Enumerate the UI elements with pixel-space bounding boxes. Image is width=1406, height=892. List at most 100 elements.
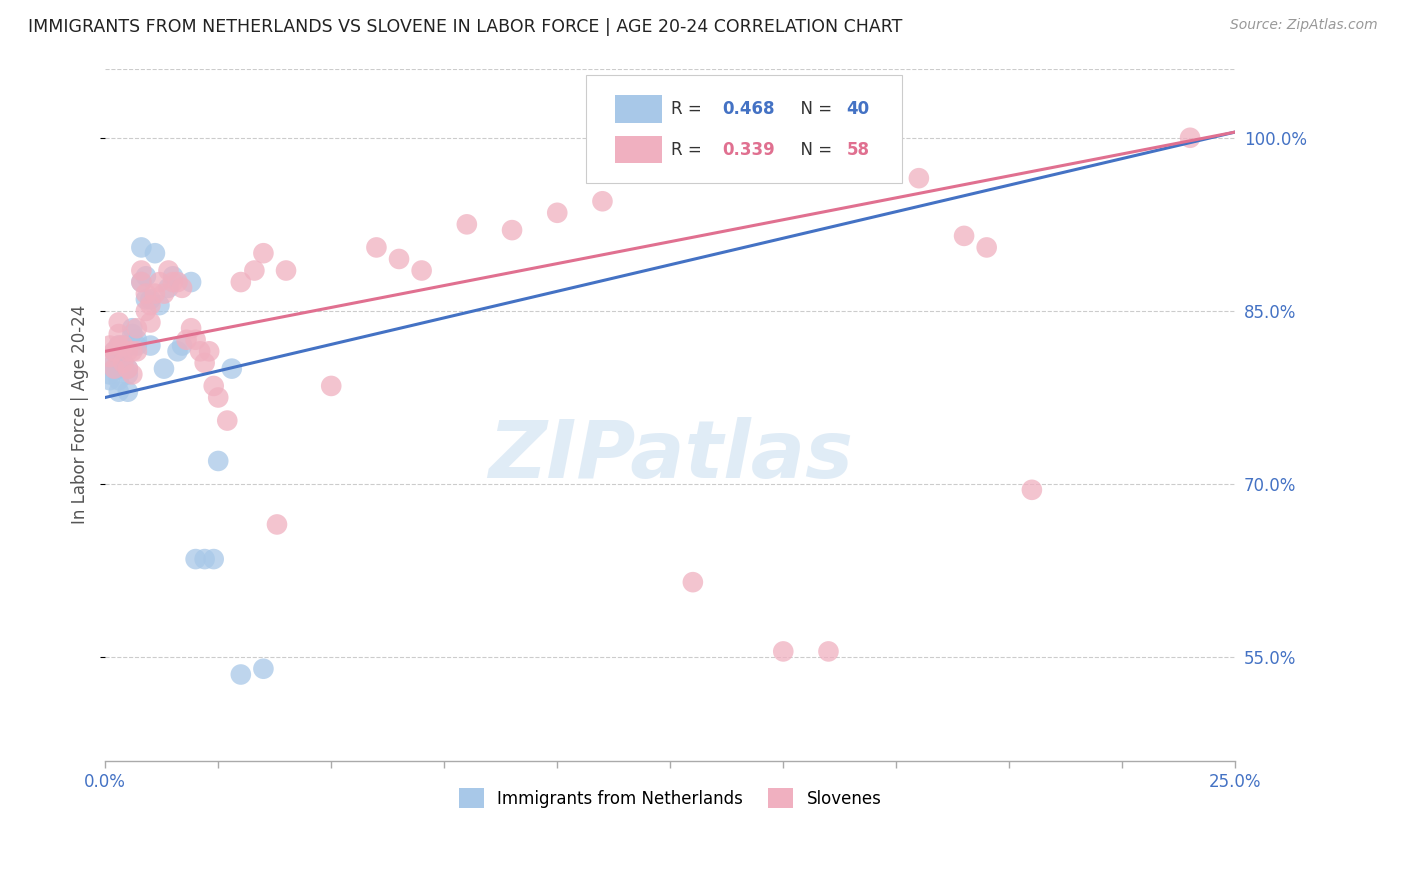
Point bbox=[121, 344, 143, 359]
Point bbox=[166, 275, 188, 289]
Text: Source: ZipAtlas.com: Source: ZipAtlas.com bbox=[1230, 18, 1378, 32]
Point bbox=[121, 368, 143, 382]
Point bbox=[98, 350, 121, 364]
Point bbox=[117, 361, 139, 376]
Point bbox=[682, 575, 704, 590]
Text: R =: R = bbox=[672, 100, 707, 118]
Point bbox=[139, 298, 162, 312]
Point bbox=[135, 269, 157, 284]
Point bbox=[107, 361, 129, 376]
Point bbox=[131, 275, 153, 289]
Point bbox=[121, 321, 143, 335]
Point bbox=[252, 246, 274, 260]
Point bbox=[953, 228, 976, 243]
Point bbox=[112, 356, 135, 370]
Point bbox=[117, 361, 139, 376]
Point bbox=[131, 240, 153, 254]
Point bbox=[162, 269, 184, 284]
Point bbox=[1021, 483, 1043, 497]
Point bbox=[170, 281, 193, 295]
Point bbox=[170, 338, 193, 352]
Point bbox=[135, 304, 157, 318]
Point bbox=[388, 252, 411, 266]
Point bbox=[198, 344, 221, 359]
Point bbox=[456, 218, 478, 232]
Point bbox=[103, 361, 125, 376]
Point bbox=[117, 344, 139, 359]
Text: 0.468: 0.468 bbox=[723, 100, 775, 118]
Point bbox=[117, 368, 139, 382]
Text: 40: 40 bbox=[846, 100, 870, 118]
Point bbox=[139, 293, 162, 307]
Point bbox=[162, 275, 184, 289]
Point bbox=[202, 552, 225, 566]
Point bbox=[153, 361, 176, 376]
Point bbox=[112, 338, 135, 352]
Y-axis label: In Labor Force | Age 20-24: In Labor Force | Age 20-24 bbox=[72, 305, 89, 524]
Text: 58: 58 bbox=[846, 141, 869, 159]
Point bbox=[229, 667, 252, 681]
Point bbox=[103, 344, 125, 359]
Point bbox=[103, 356, 125, 370]
Text: 0.339: 0.339 bbox=[723, 141, 775, 159]
Point bbox=[243, 263, 266, 277]
Point bbox=[125, 321, 148, 335]
Point bbox=[112, 356, 135, 370]
Point bbox=[153, 286, 176, 301]
Point bbox=[117, 384, 139, 399]
Point bbox=[139, 338, 162, 352]
Point bbox=[98, 368, 121, 382]
Point bbox=[125, 344, 148, 359]
Point bbox=[139, 315, 162, 329]
Text: N =: N = bbox=[790, 141, 838, 159]
Point bbox=[107, 315, 129, 329]
Point bbox=[221, 361, 243, 376]
Point bbox=[180, 275, 202, 289]
Point bbox=[157, 263, 180, 277]
Point bbox=[217, 413, 239, 427]
Text: IMMIGRANTS FROM NETHERLANDS VS SLOVENE IN LABOR FORCE | AGE 20-24 CORRELATION CH: IMMIGRANTS FROM NETHERLANDS VS SLOVENE I… bbox=[28, 18, 903, 36]
Point bbox=[157, 281, 180, 295]
Point bbox=[121, 326, 143, 341]
Point bbox=[166, 344, 188, 359]
Point bbox=[103, 361, 125, 376]
Point bbox=[266, 517, 288, 532]
Point bbox=[98, 338, 121, 352]
Point bbox=[546, 206, 568, 220]
Point bbox=[184, 552, 207, 566]
Point bbox=[107, 338, 129, 352]
Point bbox=[135, 286, 157, 301]
Point bbox=[148, 275, 170, 289]
Point bbox=[252, 662, 274, 676]
Point bbox=[1178, 130, 1201, 145]
Point bbox=[176, 333, 198, 347]
Point bbox=[274, 263, 297, 277]
Point bbox=[107, 338, 129, 352]
Point bbox=[184, 333, 207, 347]
Point bbox=[107, 384, 129, 399]
Point bbox=[125, 338, 148, 352]
Point bbox=[112, 338, 135, 352]
Point bbox=[107, 326, 129, 341]
Point bbox=[591, 194, 613, 209]
Point bbox=[194, 356, 217, 370]
Point bbox=[207, 391, 229, 405]
Point bbox=[976, 240, 998, 254]
Point bbox=[321, 379, 343, 393]
Point bbox=[908, 171, 931, 186]
Point bbox=[143, 286, 166, 301]
Point bbox=[501, 223, 523, 237]
Point bbox=[194, 552, 217, 566]
Point bbox=[125, 333, 148, 347]
Point bbox=[112, 344, 135, 359]
Text: R =: R = bbox=[672, 141, 707, 159]
Point bbox=[366, 240, 388, 254]
Point bbox=[131, 275, 153, 289]
Text: N =: N = bbox=[790, 100, 838, 118]
FancyBboxPatch shape bbox=[614, 95, 662, 122]
Point bbox=[817, 644, 839, 658]
Point bbox=[135, 293, 157, 307]
Point bbox=[148, 298, 170, 312]
Point bbox=[98, 373, 121, 387]
Point bbox=[202, 379, 225, 393]
